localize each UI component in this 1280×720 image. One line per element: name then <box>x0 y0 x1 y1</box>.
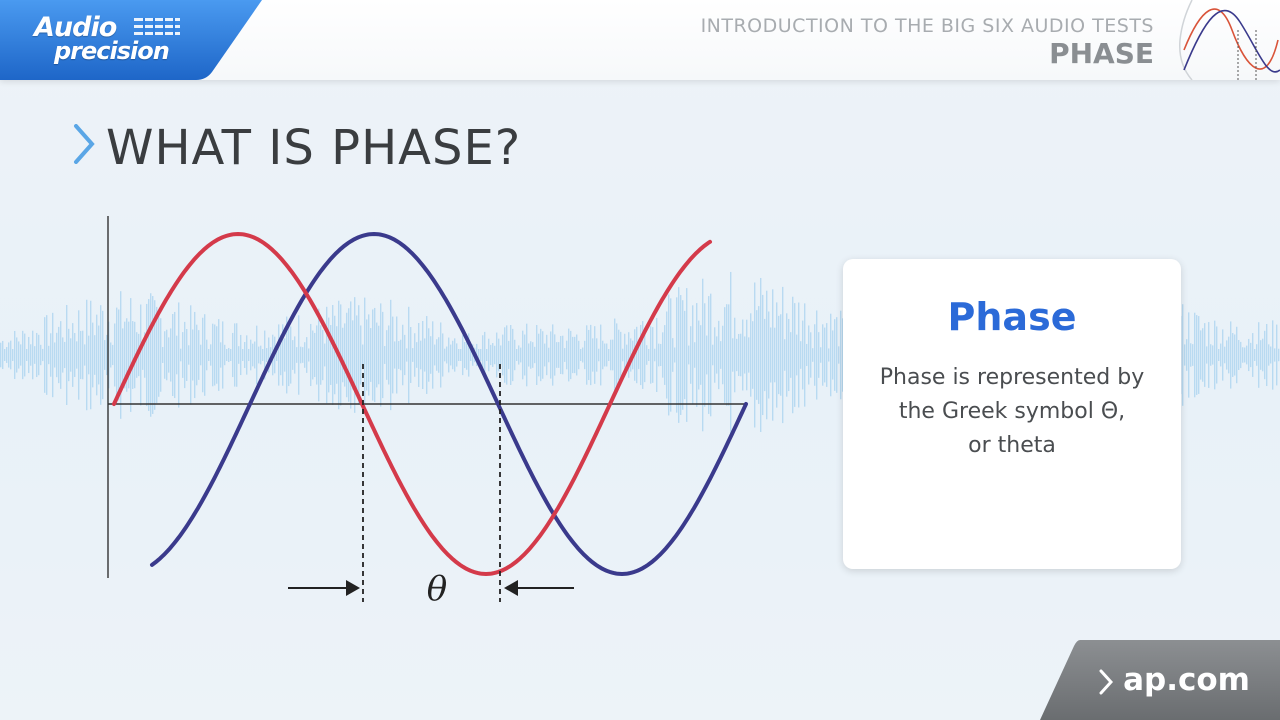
header-subtitle: INTRODUCTION TO THE BIG SIX AUDIO TESTS <box>700 15 1154 37</box>
logo-bars-icon <box>134 18 180 35</box>
arrow-right-icon <box>288 580 360 596</box>
theta-label: θ <box>427 569 447 609</box>
logo-audio-text: Audio <box>34 12 117 43</box>
phase-diagram: θ <box>107 216 748 609</box>
footer-tab <box>1040 640 1280 720</box>
phase-thumbnail-icon <box>1179 0 1280 80</box>
header-bar: Audio precision INTRODUCTION TO THE BIG … <box>0 0 1280 80</box>
card-body: Phase is represented by the Greek symbol… <box>861 361 1163 463</box>
phase-info-card: Phase Phase is represented by the Greek … <box>843 259 1181 569</box>
header-text-block: INTRODUCTION TO THE BIG SIX AUDIO TESTS … <box>701 14 1154 70</box>
chevron-right-icon <box>74 124 95 164</box>
arrow-left-icon <box>504 580 574 596</box>
red-sine-wave <box>112 231 712 577</box>
card-body-line: or theta <box>968 433 1056 458</box>
chevron-right-icon <box>1099 669 1114 694</box>
ap-com-link-text: ap.com <box>1123 662 1250 698</box>
slide-title: WHAT IS PHASE? <box>106 120 522 176</box>
logo-tab <box>0 0 262 80</box>
card-body-line: the Greek symbol Θ, <box>898 399 1126 424</box>
blue-sine-wave <box>150 231 748 577</box>
ap-com-link[interactable]: ap.com <box>1099 660 1250 700</box>
card-body-line: Phase is represented by <box>879 365 1145 390</box>
logo-precision-text: precision <box>54 37 170 65</box>
header-title: PHASE <box>1049 37 1154 70</box>
card-title: Phase <box>947 295 1077 339</box>
